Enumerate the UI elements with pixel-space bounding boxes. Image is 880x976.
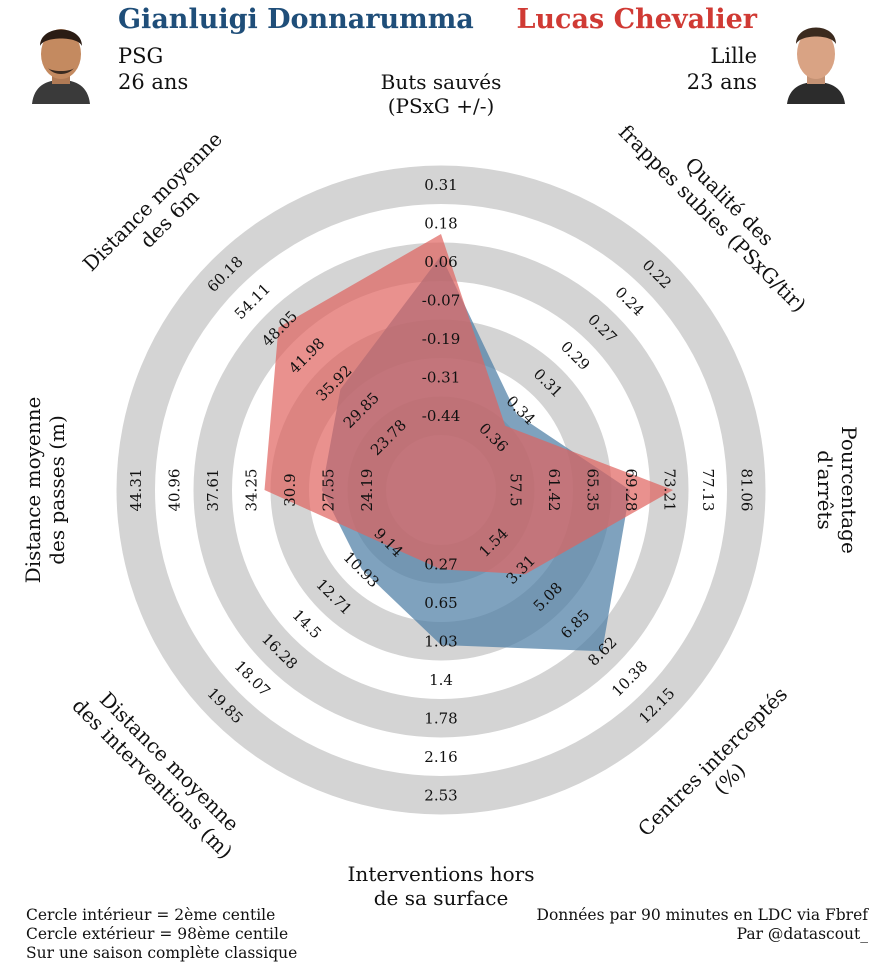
tick-label: 1.03 (424, 632, 457, 650)
tick-label: 77.13 (699, 468, 717, 511)
axis-label: Buts sauvés(PSxG +/-) (381, 70, 502, 118)
tick-label: 27.55 (319, 469, 337, 512)
tick-label: 34.25 (242, 469, 260, 512)
tick-label: -0.44 (422, 407, 460, 425)
footnote-source: Données par 90 minutes en LDC via Fbref (536, 906, 868, 924)
axis-label-line: Pourcentage (837, 426, 861, 554)
axis-label-line: des passes (m) (45, 415, 69, 565)
tick-label: 0.27 (424, 555, 457, 573)
tick-label: 40.96 (165, 469, 183, 512)
tick-label: 0.18 (424, 214, 457, 232)
tick-label: -0.31 (422, 368, 460, 386)
axis-label-line: Buts sauvés (381, 70, 502, 94)
tick-label: 1.78 (424, 709, 457, 727)
tick-label: 1.4 (429, 671, 453, 689)
axis-label-line: (PSxG +/-) (388, 94, 495, 118)
footnote-inner-circle: Cercle intérieur = 2ème centile (26, 906, 276, 924)
player2-age: 23 ans (686, 70, 757, 94)
tick-label: 73.21 (660, 468, 678, 511)
player1-avatar (28, 14, 94, 104)
player1-club: PSG (118, 44, 164, 68)
footnote-author: Par @datascout_ (736, 925, 868, 943)
axis-label-line: d'arrêts (813, 450, 837, 529)
tick-label: 24.19 (358, 469, 376, 512)
axis-label-line: Distance moyenne (21, 397, 45, 584)
series-2-area (264, 234, 674, 575)
tick-label: 2.53 (424, 786, 457, 804)
tick-label: 57.5 (506, 473, 524, 506)
tick-label: 44.31 (127, 469, 145, 512)
axis-label-line: de sa surface (374, 886, 509, 910)
axis-label: Distance moyenne des passes (m) (21, 397, 69, 584)
player2-avatar (783, 14, 849, 104)
tick-label: 30.9 (281, 473, 299, 506)
tick-label: 0.06 (424, 253, 457, 271)
tick-label: 61.42 (545, 468, 563, 511)
tick-label: 0.65 (424, 594, 457, 612)
player1-age: 26 ans (118, 70, 189, 94)
tick-label: 37.61 (204, 469, 222, 512)
tick-label: 69.28 (622, 468, 640, 511)
tick-label: -0.19 (422, 330, 460, 348)
tick-label: 81.06 (737, 468, 755, 511)
player2-name: Lucas Chevalier (516, 4, 757, 35)
tick-label: 65.35 (583, 468, 601, 511)
axis-label-line: Interventions hors (348, 862, 535, 886)
footnote-season: Sur une saison complète classique (26, 944, 298, 962)
tick-label: 2.16 (424, 748, 457, 766)
footnote-outer-circle: Cercle extérieur = 98ème centile (26, 925, 289, 943)
player2-club: Lille (710, 44, 757, 68)
tick-label: -0.07 (422, 291, 460, 309)
player1-name: Gianluigi Donnarumma (118, 4, 474, 35)
tick-label: 0.31 (424, 176, 457, 194)
